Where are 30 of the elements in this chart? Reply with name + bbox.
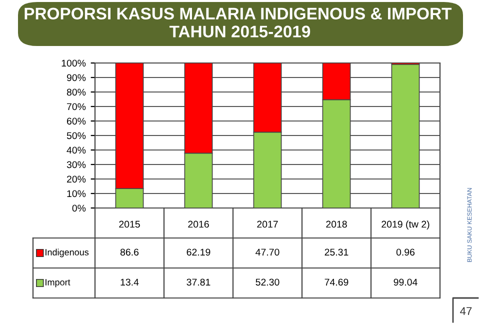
y-tick-label: 0% <box>72 204 86 212</box>
data-label: 13.4 <box>120 278 139 286</box>
data-label: 25.31 <box>324 248 348 256</box>
y-tick-label: 40% <box>66 146 86 154</box>
chart-title: PROPORSI KASUS MALARIA INDIGENOUS & IMPORT TAHUN 2015-2019 <box>24 8 452 38</box>
data-label: 62.19 <box>186 248 210 256</box>
data-label: 52.30 <box>256 278 280 286</box>
data-label: 86.6 <box>120 248 139 256</box>
y-tick-label: 50% <box>66 132 86 140</box>
data-label: 47.70 <box>256 248 280 256</box>
legend-label: Indigenous <box>46 248 89 258</box>
x-tick-label: 2017 <box>257 220 278 228</box>
x-tick-label: 2016 <box>188 220 209 228</box>
text: 47 <box>460 307 472 315</box>
x-tick-label: 2019 (tw 2) <box>382 220 430 230</box>
legend-label: Import <box>46 279 70 288</box>
y-tick-label: 10% <box>67 190 86 198</box>
data-label: 74.69 <box>324 278 348 286</box>
y-tick-label: 30% <box>66 161 86 168</box>
x-tick-label: 2015 <box>119 220 140 228</box>
data-label: 37.81 <box>186 278 210 286</box>
data-label: 99.04 <box>394 278 418 286</box>
x-tick-label: 2018 <box>326 220 347 228</box>
y-tick-label: 60% <box>67 118 86 125</box>
data-label: 0.96 <box>396 248 415 256</box>
y-tick-label: 80% <box>66 88 86 96</box>
y-tick-label: 20% <box>67 176 86 183</box>
y-tick-label: 70% <box>67 103 86 110</box>
y-tick-label: 90% <box>66 74 86 82</box>
y-tick-label: 100% <box>62 60 86 67</box>
